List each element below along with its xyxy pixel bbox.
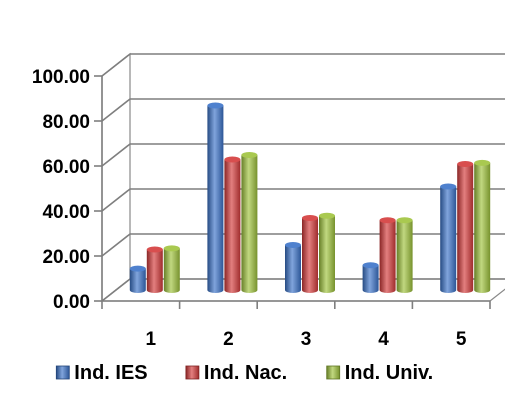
bar-ind-nac--2 (224, 159, 241, 293)
legend-swatch (55, 365, 70, 380)
legend: Ind. IES Ind. Nac. Ind. Univ. (55, 362, 434, 384)
bar-top (396, 217, 413, 224)
bar-ind-nac--5 (457, 164, 474, 293)
bar-top (474, 159, 491, 166)
x-tick-label: 4 (378, 329, 389, 350)
side-wall (101, 52, 131, 303)
legend-swatch (326, 365, 341, 380)
bar-ind-nac--3 (302, 218, 318, 293)
x-tick-labels: 1 2 3 4 5 (146, 329, 467, 350)
gridline (101, 98, 505, 122)
bar-top (224, 156, 241, 163)
bar-ind-univ--2 (241, 155, 258, 293)
bar-ind-univ--4 (396, 220, 413, 293)
bar-top (362, 262, 379, 269)
bar-ind-ies-4 (362, 265, 379, 293)
gridline (101, 143, 505, 167)
bar-top (163, 245, 180, 252)
bar-top (146, 246, 163, 253)
bar-ind-ies-5 (440, 186, 457, 293)
x-tick-label: 5 (456, 329, 467, 350)
bar-ind-univ--1 (163, 248, 180, 293)
bars (129, 102, 491, 293)
bar-ind-ies-3 (285, 245, 301, 293)
bar-ind-ies-2 (207, 105, 224, 293)
y-tick-label: 0.00 (53, 292, 90, 313)
bar-top (241, 152, 258, 158)
bar-top (457, 161, 474, 167)
x-tick-label: 3 (301, 329, 312, 350)
legend-label: Ind. Univ. (345, 362, 434, 384)
y-tick-label: 100.00 (32, 67, 90, 88)
legend-swatch (185, 365, 200, 380)
axes (94, 75, 491, 309)
bar-top (207, 102, 224, 109)
bar-top (129, 265, 146, 272)
bar-top (285, 242, 301, 248)
y-tick-label: 60.00 (42, 157, 90, 178)
bar-ind-ies-1 (129, 268, 146, 293)
legend-label: Ind. IES (74, 362, 147, 384)
x-tick-label: 1 (146, 329, 157, 350)
y-tick-label: 80.00 (42, 112, 90, 133)
gridline (101, 188, 505, 212)
bar-ind-univ--3 (319, 215, 335, 293)
bar-ind-nac--4 (379, 220, 396, 293)
bar-top (319, 212, 335, 219)
y-tick-label: 40.00 (42, 202, 90, 223)
bar-top (302, 215, 318, 221)
bar-top (379, 217, 396, 224)
bar-top (440, 183, 457, 190)
gridline (101, 53, 505, 77)
bar-ind-univ--5 (474, 162, 491, 293)
legend-label: Ind. Nac. (204, 362, 287, 384)
y-tick-labels: 0.00 20.00 40.00 60.00 80.00 100.00 (32, 67, 90, 313)
bar-ind-nac--1 (146, 249, 163, 293)
y-tick-label: 20.00 (42, 247, 90, 268)
x-tick-label: 2 (223, 329, 234, 350)
